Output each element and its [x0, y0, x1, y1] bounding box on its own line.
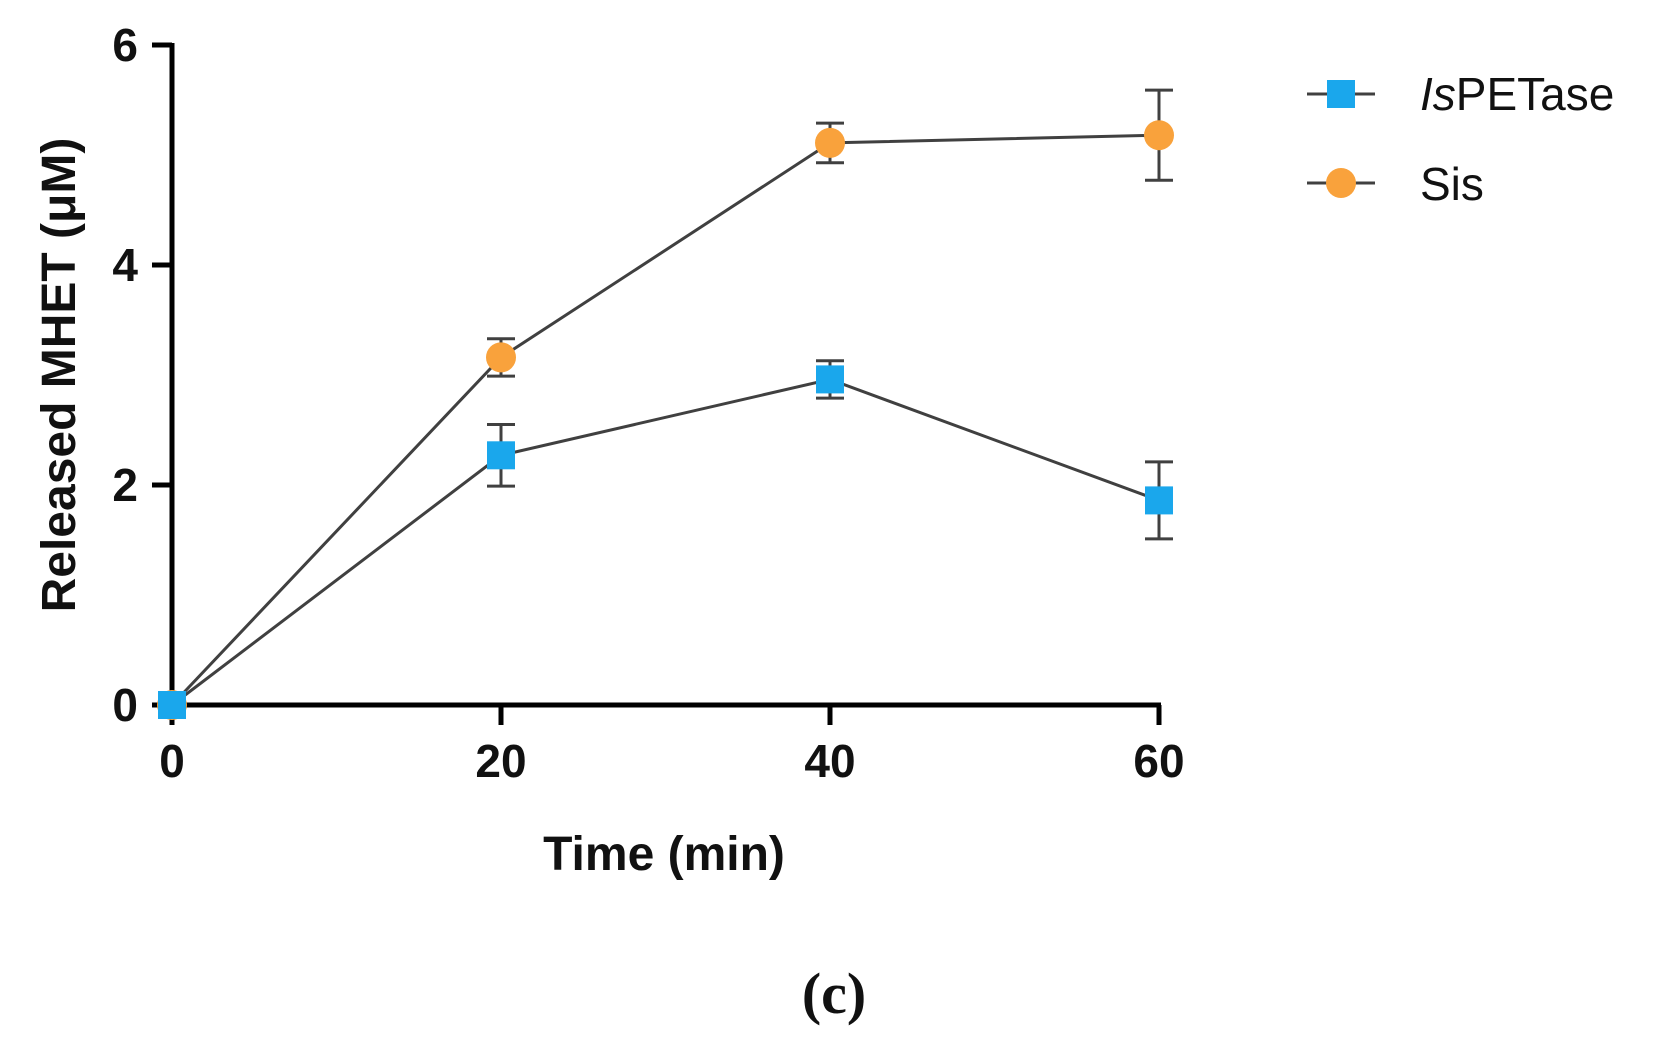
data-point-sis: [1144, 120, 1174, 151]
legend-label-sis: Sis: [1420, 158, 1484, 210]
chart-axes: [169, 43, 1161, 708]
chart-ticks: 0 20 40 60 0 2 4 6: [112, 19, 1184, 787]
x-tick-label: 0: [159, 735, 185, 787]
legend-label-rest: PETase: [1456, 68, 1615, 120]
y-tick-label: 4: [112, 239, 138, 291]
data-point-ispetase: [158, 691, 186, 719]
data-point-ispetase: [816, 365, 844, 394]
legend: IsPETase Sis: [1307, 68, 1614, 210]
data-point-sis: [815, 127, 845, 158]
y-axis-title: Released MHET (μM): [33, 138, 86, 613]
series-line-ispetase: [171, 377, 1160, 707]
x-tick-label: 40: [804, 735, 855, 787]
legend-marker-ispetase: [1327, 80, 1355, 108]
legend-item-sis: Sis: [1307, 158, 1484, 210]
series-line-sis: [170, 133, 1160, 707]
panel-label: (c): [802, 961, 866, 1026]
legend-item-ispetase: IsPETase: [1307, 68, 1614, 120]
y-tick-label: 2: [112, 459, 138, 511]
legend-label-ispetase: IsPETase: [1420, 68, 1614, 120]
legend-label-italic: Is: [1420, 68, 1456, 120]
y-tick-label: 6: [112, 19, 138, 71]
x-tick-label: 20: [475, 735, 526, 787]
data-point-ispetase: [1145, 486, 1173, 515]
y-tick-label: 0: [112, 679, 138, 731]
x-axis-title: Time (min): [543, 828, 785, 881]
series-layer: [157, 88, 1174, 720]
data-point-sis: [486, 342, 516, 373]
data-point-ispetase: [487, 441, 515, 470]
x-tick-label: 60: [1133, 735, 1184, 787]
legend-marker-sis: [1326, 168, 1356, 198]
